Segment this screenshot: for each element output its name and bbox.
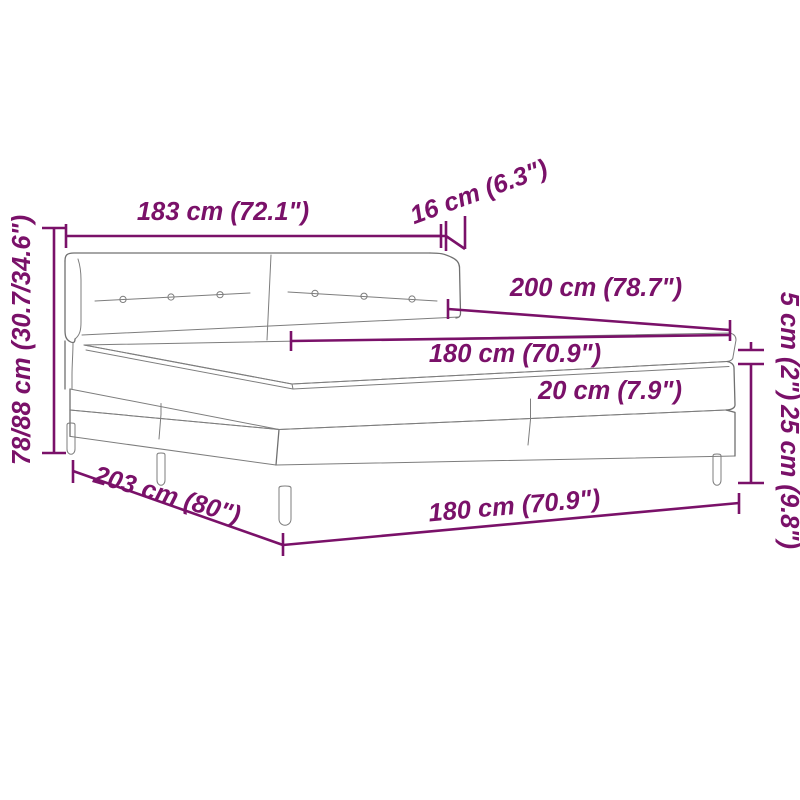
svg-text:200 cm (78.7"): 200 cm (78.7") — [509, 274, 682, 302]
svg-text:78/88 cm (30.7/34.6"): 78/88 cm (30.7/34.6") — [8, 215, 36, 465]
svg-text:183 cm (72.1"): 183 cm (72.1") — [137, 198, 309, 226]
svg-text:180 cm (70.9"): 180 cm (70.9") — [429, 340, 601, 368]
svg-text:5 cm (2"): 5 cm (2") — [775, 292, 800, 400]
svg-text:20 cm (7.9"): 20 cm (7.9") — [537, 377, 682, 405]
svg-text:25 cm (9.8"): 25 cm (9.8") — [775, 404, 800, 549]
